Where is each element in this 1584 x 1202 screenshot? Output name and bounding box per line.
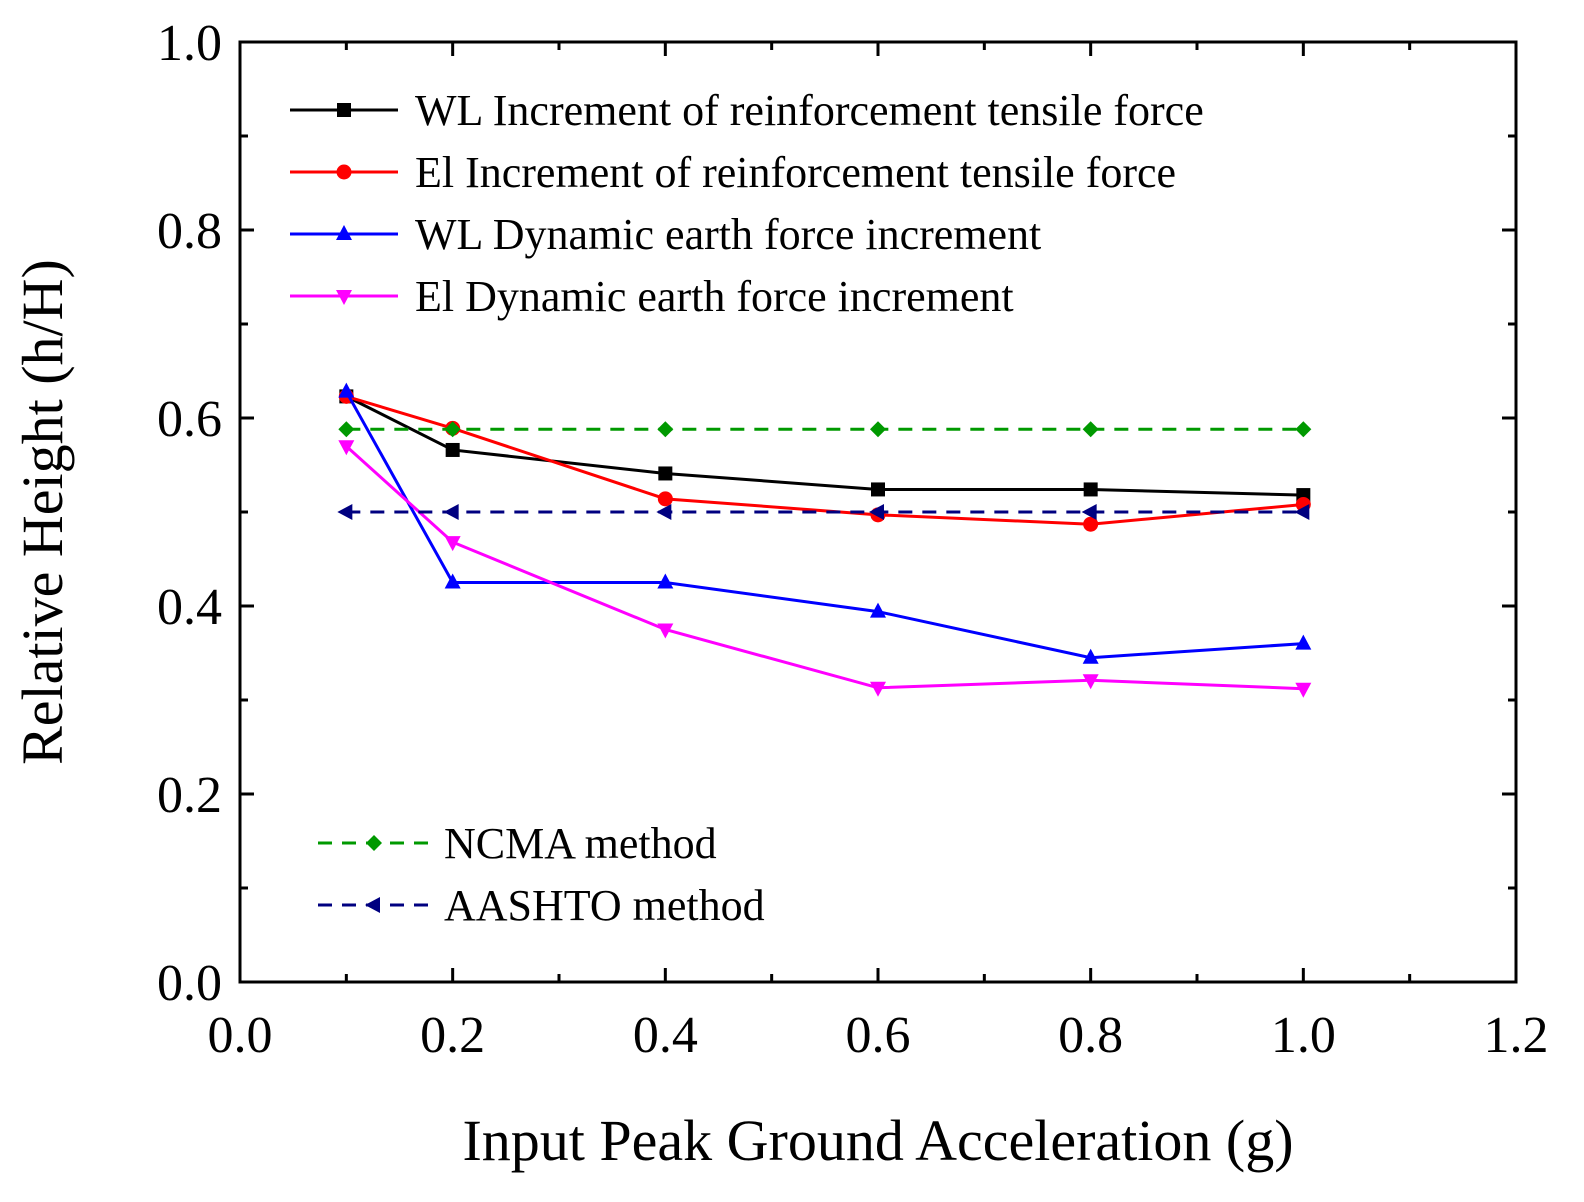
- data-point: [1294, 504, 1310, 520]
- legend-entry-6: AASHTO method: [318, 881, 765, 930]
- legend-label: El Increment of reinforcement tensile fo…: [415, 148, 1176, 197]
- data-point: [445, 442, 460, 457]
- y-tick-label: 0.0: [157, 955, 222, 1012]
- x-tick-label: 0.6: [846, 1007, 911, 1064]
- data-point: [1081, 504, 1097, 520]
- legend-marker: [366, 835, 382, 851]
- data-point: [444, 421, 461, 438]
- data-point: [1295, 682, 1312, 698]
- legend-label: NCMA method: [444, 819, 717, 868]
- data-point: [338, 421, 355, 438]
- data-point: [657, 491, 673, 507]
- data-point: [658, 466, 673, 481]
- data-point: [444, 536, 461, 552]
- series-4: [338, 440, 1312, 698]
- y-tick-label: 0.6: [157, 391, 222, 448]
- x-tick-label: 0.2: [420, 1007, 485, 1064]
- y-axis-label: Relative Height (h/H): [10, 259, 75, 765]
- data-point: [870, 421, 886, 438]
- data-point: [869, 504, 884, 520]
- y-tick-label: 1.0: [157, 15, 222, 72]
- data-point: [871, 482, 885, 497]
- x-tick-label: 0.8: [1058, 1007, 1123, 1064]
- data-point: [1083, 482, 1098, 497]
- y-tick-label: 0.4: [157, 579, 222, 636]
- y-tick-label: 0.8: [157, 203, 222, 260]
- legend-marker: [336, 164, 352, 180]
- data-point: [657, 623, 674, 639]
- data-point: [1295, 421, 1312, 438]
- data-point: [1082, 648, 1099, 664]
- legend-entry-3: WL Dynamic earth force increment: [290, 210, 1041, 259]
- data-point: [444, 573, 461, 589]
- data-point: [1295, 634, 1312, 650]
- x-tick-label: 0.0: [208, 1007, 273, 1064]
- ticks-layer: 0.0 0.2 0.4 0.6 0.8 1.0 1.2 0.0 0.2 0.4 0.6 0.8 1.0: [157, 15, 1549, 1064]
- legend-marker: [337, 103, 351, 117]
- legend-entry-5: NCMA method: [318, 819, 717, 868]
- series-3: [338, 382, 1312, 664]
- plot-frame: [238, 40, 1518, 984]
- series-layer: [337, 382, 1312, 698]
- data-point: [870, 681, 886, 697]
- data-point: [657, 421, 674, 438]
- series-5: [338, 421, 1312, 438]
- data-point: [870, 602, 886, 618]
- y-tick-label: 0.2: [157, 767, 222, 824]
- legend-label: AASHTO method: [444, 881, 765, 930]
- x-tick-label: 1.2: [1484, 1007, 1549, 1064]
- data-point: [1082, 421, 1099, 438]
- legend-label: WL Increment of reinforcement tensile fo…: [415, 86, 1204, 135]
- data-point: [338, 440, 355, 456]
- series-line: [345, 395, 1304, 497]
- data-point: [1083, 516, 1099, 532]
- x-tick-label: 1.0: [1271, 1007, 1336, 1064]
- data-point: [337, 504, 353, 520]
- legend-label: WL Dynamic earth force increment: [415, 210, 1041, 259]
- series-6: [337, 504, 1310, 520]
- series-line: [345, 394, 1304, 526]
- x-tick-label: 0.4: [633, 1007, 698, 1064]
- data-point: [338, 382, 355, 398]
- data-point: [1082, 674, 1099, 690]
- legend-entry-2: El Increment of reinforcement tensile fo…: [290, 148, 1176, 197]
- data-point: [657, 573, 674, 589]
- x-axis-label: Input Peak Ground Acceleration (g): [462, 1108, 1293, 1173]
- legend-entry-4: El Dynamic earth force increment: [290, 272, 1014, 321]
- legend: WL Increment of reinforcement tensile fo…: [290, 86, 1204, 930]
- series-line: [345, 390, 1304, 660]
- legend-label: El Dynamic earth force increment: [415, 272, 1014, 321]
- series-line: [345, 445, 1304, 691]
- legend-entry-1: WL Increment of reinforcement tensile fo…: [290, 86, 1204, 135]
- legend-marker: [336, 290, 352, 305]
- data-point: [443, 504, 459, 520]
- data-point: [656, 504, 672, 520]
- legend-marker: [336, 225, 352, 240]
- legend-marker: [365, 897, 380, 913]
